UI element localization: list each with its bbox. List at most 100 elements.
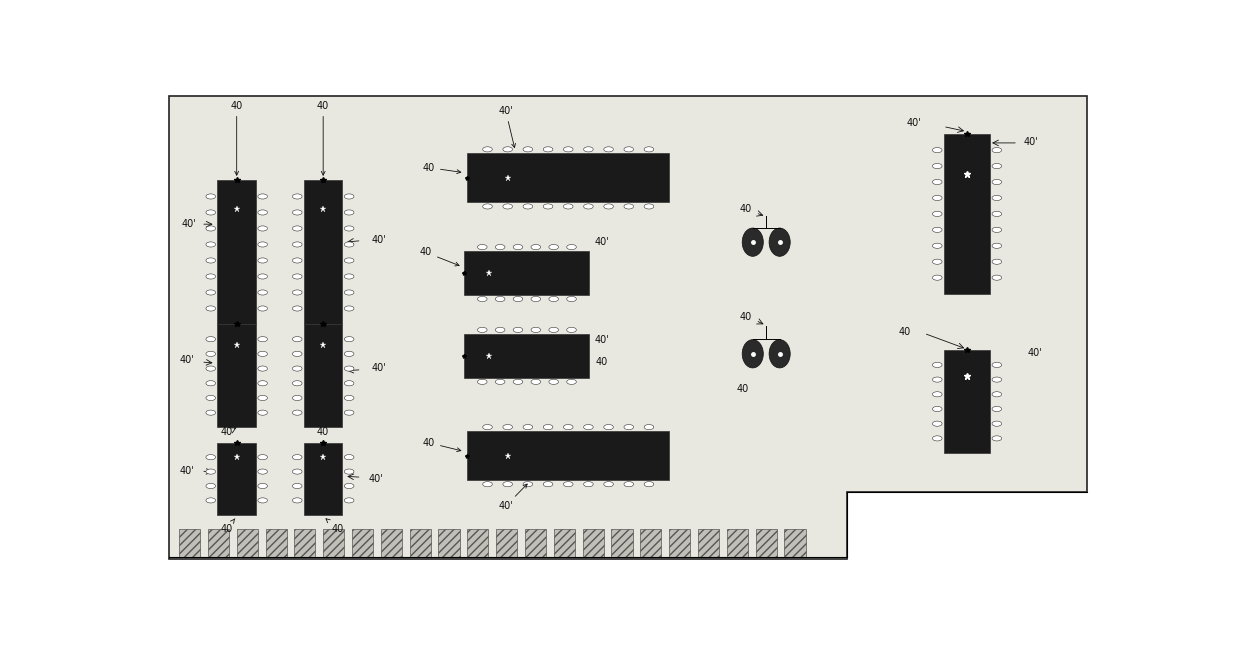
Circle shape	[293, 351, 303, 357]
Circle shape	[523, 482, 533, 487]
Text: 40': 40'	[498, 484, 527, 511]
Circle shape	[345, 290, 353, 295]
Bar	[294, 529, 315, 557]
Text: 40: 40	[899, 327, 910, 337]
Text: 40: 40	[740, 204, 753, 214]
Circle shape	[932, 180, 942, 184]
Circle shape	[992, 259, 1002, 265]
Circle shape	[584, 425, 593, 430]
Circle shape	[563, 425, 573, 430]
Circle shape	[567, 297, 577, 301]
Circle shape	[495, 327, 505, 333]
Circle shape	[293, 226, 303, 231]
Text: 40: 40	[326, 519, 343, 534]
Circle shape	[531, 244, 541, 250]
Circle shape	[624, 147, 634, 152]
Circle shape	[932, 275, 942, 281]
Circle shape	[567, 379, 577, 384]
Circle shape	[549, 379, 558, 384]
Bar	[439, 529, 460, 557]
Circle shape	[992, 406, 1002, 411]
Circle shape	[258, 337, 268, 342]
Circle shape	[206, 274, 216, 279]
Circle shape	[482, 204, 492, 209]
Circle shape	[567, 244, 577, 250]
Circle shape	[293, 210, 303, 215]
Circle shape	[932, 406, 942, 411]
Text: 40: 40	[420, 247, 459, 266]
Bar	[179, 529, 200, 557]
Circle shape	[293, 258, 303, 263]
Circle shape	[206, 290, 216, 295]
Bar	[409, 529, 430, 557]
Circle shape	[992, 164, 1002, 168]
Bar	[670, 529, 691, 557]
Bar	[304, 180, 342, 325]
Circle shape	[932, 227, 942, 232]
Circle shape	[345, 274, 353, 279]
Circle shape	[644, 425, 653, 430]
Circle shape	[932, 148, 942, 153]
Text: 40': 40'	[1028, 348, 1043, 358]
Circle shape	[258, 306, 268, 311]
Circle shape	[258, 498, 268, 503]
Circle shape	[206, 306, 216, 311]
Circle shape	[932, 195, 942, 200]
Circle shape	[258, 194, 268, 199]
Circle shape	[206, 484, 216, 488]
Circle shape	[503, 147, 512, 152]
Circle shape	[293, 410, 303, 415]
Bar	[208, 529, 229, 557]
Circle shape	[543, 482, 553, 487]
Circle shape	[293, 469, 303, 474]
Circle shape	[206, 395, 216, 401]
Circle shape	[495, 379, 505, 384]
Bar	[467, 432, 670, 480]
Text: 40': 40'	[1024, 137, 1038, 147]
Circle shape	[293, 306, 303, 311]
Circle shape	[345, 498, 353, 503]
Circle shape	[932, 243, 942, 248]
Circle shape	[543, 147, 553, 152]
Text: 40': 40'	[906, 118, 921, 128]
Circle shape	[206, 226, 216, 231]
Ellipse shape	[743, 228, 764, 257]
Circle shape	[258, 395, 268, 401]
Ellipse shape	[769, 339, 790, 368]
Polygon shape	[170, 96, 1087, 558]
Circle shape	[604, 204, 614, 209]
Circle shape	[495, 244, 505, 250]
Text: 40: 40	[423, 438, 461, 452]
Circle shape	[258, 226, 268, 231]
Text: 40: 40	[595, 357, 608, 367]
Circle shape	[503, 204, 512, 209]
Circle shape	[258, 469, 268, 474]
Circle shape	[513, 297, 523, 301]
Circle shape	[992, 180, 1002, 184]
Circle shape	[549, 327, 558, 333]
Bar	[304, 443, 342, 515]
Circle shape	[644, 482, 653, 487]
Bar	[727, 529, 748, 557]
Circle shape	[206, 366, 216, 371]
Circle shape	[477, 327, 487, 333]
Circle shape	[206, 242, 216, 247]
Circle shape	[477, 297, 487, 301]
Circle shape	[584, 482, 593, 487]
Text: 40': 40'	[180, 355, 195, 365]
Circle shape	[345, 410, 353, 415]
Circle shape	[258, 351, 268, 357]
Circle shape	[604, 147, 614, 152]
Circle shape	[258, 484, 268, 488]
Circle shape	[206, 455, 216, 460]
Circle shape	[513, 379, 523, 384]
Text: 40: 40	[737, 384, 749, 393]
Circle shape	[345, 395, 353, 401]
Text: 40': 40'	[594, 335, 609, 345]
Circle shape	[293, 242, 303, 247]
Circle shape	[563, 147, 573, 152]
Circle shape	[513, 244, 523, 250]
Circle shape	[345, 210, 353, 215]
Circle shape	[482, 147, 492, 152]
Circle shape	[258, 242, 268, 247]
